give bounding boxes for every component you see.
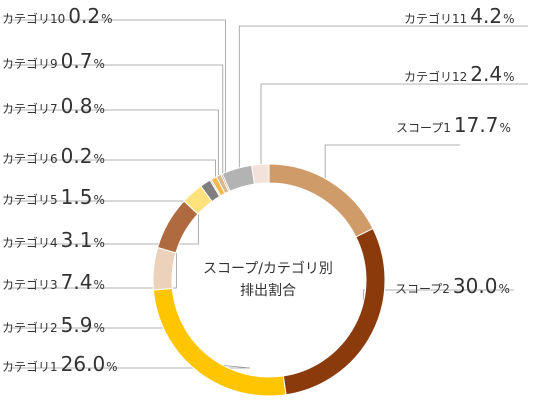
slice-label-name: カテゴリ4 <box>2 236 58 250</box>
slice-label-6: カテゴリ4 3.1% <box>2 230 105 250</box>
slice-2 <box>282 227 386 396</box>
slice-label-12: カテゴリ11 4.2% <box>404 6 515 26</box>
donut-slices <box>152 163 386 397</box>
slice-label-unit: % <box>93 193 105 207</box>
leader-line-8 <box>10 159 216 188</box>
slice-label-unit: % <box>499 121 511 135</box>
slice-label-unit: % <box>93 278 105 292</box>
slice-label-13: カテゴリ12 2.4% <box>404 64 515 84</box>
slice-label-10: カテゴリ9 0.7% <box>2 51 105 71</box>
slice-label-value: 4.2 <box>470 4 503 28</box>
slice-label-name: カテゴリ9 <box>2 57 58 71</box>
slice-label-unit: % <box>93 236 105 250</box>
slice-label-5: カテゴリ3 7.4% <box>2 272 105 292</box>
slice-label-7: カテゴリ5 1.5% <box>2 187 105 207</box>
slice-label-name: カテゴリ1 <box>2 360 58 374</box>
slice-label-name: カテゴリ3 <box>2 278 58 292</box>
slice-label-name: カテゴリ2 <box>2 321 58 335</box>
slice-label-value: 3.1 <box>60 228 93 252</box>
slice-label-9: カテゴリ7 0.8% <box>2 96 105 116</box>
slice-label-value: 7.4 <box>60 270 93 294</box>
slice-label-unit: % <box>93 57 105 71</box>
slice-label-name: カテゴリ7 <box>2 102 58 116</box>
slice-label-2: スコープ2 30.0% <box>395 276 510 296</box>
slice-1 <box>268 163 374 238</box>
slice-label-name: カテゴリ12 <box>404 70 468 84</box>
leader-line-9 <box>10 109 219 187</box>
leader-line-1 <box>324 144 460 190</box>
slice-label-unit: % <box>498 282 510 296</box>
slice-label-11: カテゴリ10 0.2% <box>2 6 113 26</box>
slice-label-unit: % <box>106 360 118 374</box>
leader-line-10 <box>10 64 224 185</box>
slice-label-name: スコープ1 <box>396 121 451 135</box>
leader-line-13 <box>260 83 528 174</box>
slice-label-value: 0.2 <box>68 4 101 28</box>
slice-label-unit: % <box>93 321 105 335</box>
slice-3 <box>152 287 287 397</box>
slice-label-unit: % <box>101 12 113 26</box>
slice-label-value: 0.7 <box>60 49 93 73</box>
slice-label-value: 26.0 <box>60 352 106 376</box>
slice-label-name: カテゴリ10 <box>2 12 66 26</box>
slice-label-unit: % <box>503 12 515 26</box>
slice-label-value: 1.5 <box>60 185 93 209</box>
slice-label-8: カテゴリ6 0.2% <box>2 146 105 166</box>
slice-label-unit: % <box>93 102 105 116</box>
slice-label-value: 30.0 <box>452 274 498 298</box>
slice-13 <box>251 163 270 185</box>
slice-label-1: スコープ1 17.7% <box>396 115 511 135</box>
slice-label-name: カテゴリ6 <box>2 152 58 166</box>
slice-label-name: カテゴリ5 <box>2 193 58 207</box>
slice-label-name: カテゴリ11 <box>404 12 468 26</box>
slice-4 <box>152 246 177 291</box>
center-label-line-1: スコープ/カテゴリ別 <box>203 261 333 277</box>
slice-label-value: 2.4 <box>470 62 503 86</box>
leader-line-11 <box>10 19 226 183</box>
slice-label-4: カテゴリ2 5.9% <box>2 315 105 335</box>
slice-label-value: 5.9 <box>60 313 93 337</box>
slice-label-unit: % <box>503 70 515 84</box>
slice-label-name: スコープ2 <box>395 282 450 296</box>
slice-label-value: 0.2 <box>60 144 93 168</box>
slice-label-value: 0.8 <box>60 94 93 118</box>
slice-label-unit: % <box>93 152 105 166</box>
center-label-line-2: 排出割合 <box>240 283 296 299</box>
leader-line-12 <box>238 25 528 178</box>
slice-label-3: カテゴリ1 26.0% <box>2 354 118 374</box>
slice-label-value: 17.7 <box>453 113 499 137</box>
center-label: スコープ/カテゴリ別 排出割合 <box>190 258 346 302</box>
